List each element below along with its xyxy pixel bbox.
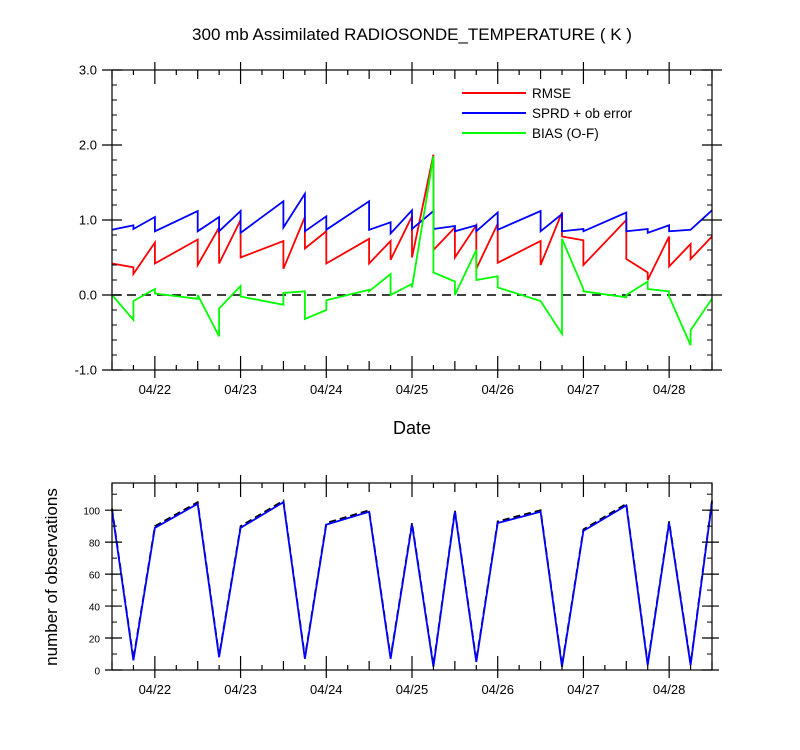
top-axes: -1.0 0.0 1.0 2.0 3.0 04/22 04/23 04/24 04/25 04/2… xyxy=(75,62,722,397)
y-tick-label: 0.0 xyxy=(79,288,97,303)
y-tick-label: 60 xyxy=(89,571,101,582)
x-tick-label: 04/24 xyxy=(310,682,343,697)
x-tick-label: 04/27 xyxy=(567,682,600,697)
x-tick-label: 04/22 xyxy=(139,682,172,697)
x-tick-label: 04/27 xyxy=(567,382,600,397)
legend-label: RMSE xyxy=(532,86,571,101)
x-tick-label: 04/28 xyxy=(653,682,686,697)
y-tick-label: 20 xyxy=(89,635,101,646)
x-tick-label: 04/23 xyxy=(224,382,257,397)
x-tick-label: 04/25 xyxy=(396,682,429,697)
y-tick-label: 80 xyxy=(89,539,101,550)
bottom-axes: 0 20 40 60 80 100 04/22 04/23 04/24 04/25 04/26 04/… xyxy=(83,475,719,697)
series-line-sprd-ob-error xyxy=(111,190,713,236)
series-line-rmse xyxy=(111,154,713,281)
chart-title: 300 mb Assimilated RADIOSONDE_TEMPERATUR… xyxy=(192,25,632,44)
x-tick-label: 04/23 xyxy=(224,682,257,697)
y-tick-label: 2.0 xyxy=(79,138,97,153)
x-tick-label: 04/26 xyxy=(481,682,514,697)
y-tick-label: -1.0 xyxy=(75,363,97,378)
top-series-group xyxy=(111,154,713,346)
y-tick-label: 3.0 xyxy=(79,63,97,78)
y-tick-label: 0 xyxy=(94,667,100,678)
bottom-series-group xyxy=(111,499,713,667)
x-tick-label: 04/22 xyxy=(139,382,172,397)
x-tick-label: 04/24 xyxy=(310,382,343,397)
legend-label: SPRD + ob error xyxy=(532,106,633,121)
y-tick-label: 1.0 xyxy=(79,213,97,228)
legend: RMSE SPRD + ob error BIAS (O-F) xyxy=(462,86,633,141)
y-tick-label: 100 xyxy=(83,507,100,518)
bottom-y-axis-label: number of observations xyxy=(42,488,61,666)
y-tick-label: 40 xyxy=(89,603,101,614)
top-plot: RMSE SPRD + ob error BIAS (O-F) -1.0 0.0 1.0… xyxy=(75,62,722,438)
plot-frame xyxy=(111,482,713,671)
x-tick-label: 04/26 xyxy=(481,382,514,397)
bottom-plot: 0 20 40 60 80 100 04/22 04/23 04/24 04/25 04/26 04/… xyxy=(42,475,719,697)
x-tick-label: 04/28 xyxy=(653,382,686,397)
legend-label: BIAS (O-F) xyxy=(532,126,599,141)
top-x-axis-label: Date xyxy=(393,418,431,438)
series-line-observations-assimilated xyxy=(111,500,713,667)
series-line-bias-o-f xyxy=(111,156,713,346)
x-tick-label: 04/25 xyxy=(396,382,429,397)
